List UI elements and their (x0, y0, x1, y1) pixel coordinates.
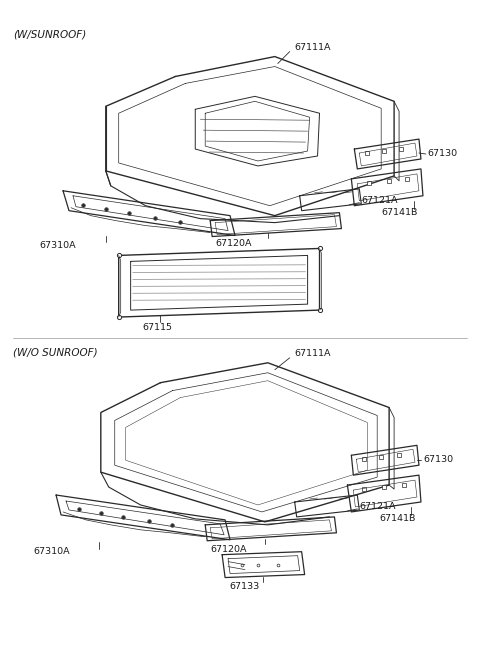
Text: 67111A: 67111A (295, 43, 331, 52)
Text: 67120A: 67120A (215, 239, 252, 248)
Text: 67130: 67130 (427, 149, 457, 157)
Text: 67111A: 67111A (295, 349, 331, 358)
Text: (W/SUNROOF): (W/SUNROOF) (13, 29, 86, 40)
Text: 67141B: 67141B (381, 208, 418, 217)
Text: (W/O SUNROOF): (W/O SUNROOF) (13, 348, 98, 358)
Text: 67121A: 67121A (361, 196, 398, 205)
Text: 67121A: 67121A (360, 502, 396, 512)
Text: 67130: 67130 (423, 455, 453, 464)
Text: 67120A: 67120A (210, 545, 247, 554)
Text: 67133: 67133 (230, 582, 260, 591)
Text: 67310A: 67310A (33, 547, 70, 556)
Text: 67115: 67115 (143, 322, 173, 331)
Text: 67310A: 67310A (39, 241, 76, 250)
Text: 67141B: 67141B (379, 514, 416, 523)
